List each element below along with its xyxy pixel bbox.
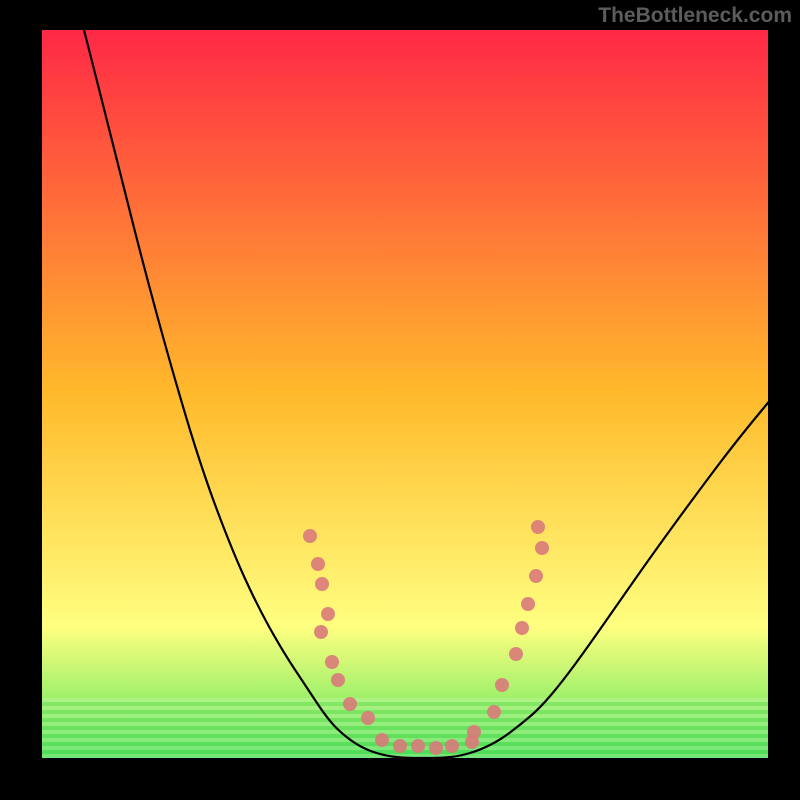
marker-dot [314,625,328,639]
marker-dot [487,705,501,719]
marker-dot [509,647,523,661]
marker-dot [521,597,535,611]
marker-dot [411,739,425,753]
marker-dot [515,621,529,635]
marker-dot [393,739,407,753]
marker-dot [467,725,481,739]
marker-dot [315,577,329,591]
curve-layer [0,0,800,800]
marker-dot [311,557,325,571]
marker-dot [303,529,317,543]
marker-dot [429,741,443,755]
watermark-text: TheBottleneck.com [598,4,792,28]
marker-dot [325,655,339,669]
marker-dot [495,678,509,692]
marker-dot [331,673,345,687]
markers-group [303,520,549,755]
marker-dot [531,520,545,534]
marker-dot [321,607,335,621]
valley-curve [84,30,800,758]
marker-dot [361,711,375,725]
marker-dot [535,541,549,555]
marker-dot [375,733,389,747]
marker-dot [529,569,543,583]
marker-dot [343,697,357,711]
chart-container: TheBottleneck.com [0,0,800,800]
marker-dot [445,739,459,753]
